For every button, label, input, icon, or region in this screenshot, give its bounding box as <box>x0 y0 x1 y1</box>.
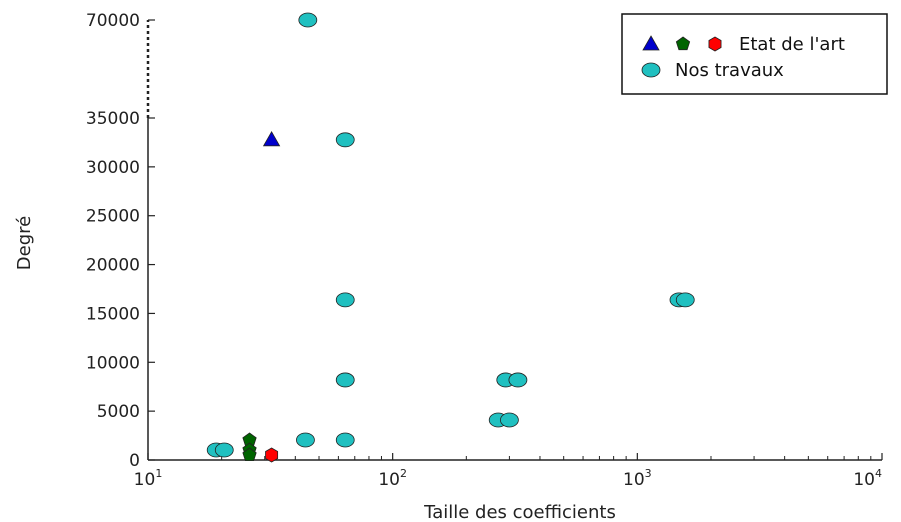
x-tick-label: 102 <box>378 467 407 490</box>
data-point-circle <box>335 432 355 448</box>
data-points <box>206 12 695 463</box>
legend-marker-pentagon <box>675 36 691 51</box>
data-point-triangle <box>262 131 281 147</box>
y-tick-label: 30000 <box>86 158 140 178</box>
y-tick-label: 0 <box>129 451 140 471</box>
legend-box <box>621 13 888 95</box>
y-tick-label: 70000 <box>86 11 140 31</box>
y-tick-label: 15000 <box>86 304 140 324</box>
x-tick-label: 103 <box>623 467 652 490</box>
x-axis-title: Taille des coefficients <box>423 502 616 522</box>
data-point-circle <box>335 292 355 308</box>
data-point-hexagon <box>265 447 279 463</box>
y-tick-label: 35000 <box>86 109 140 129</box>
data-point-circle <box>508 372 528 388</box>
data-point-circle <box>298 12 318 28</box>
y-tick-label: 25000 <box>86 207 140 227</box>
ticks: 0 5000 10000 15000 20000 25000 30000 35000 70000… <box>86 11 883 490</box>
data-point-circle <box>296 432 315 448</box>
data-point-pentagon <box>242 447 257 462</box>
legend-label: Etat de l'art <box>739 34 845 55</box>
data-point-circle <box>500 412 519 428</box>
legend: Etat de l'art Nos travaux <box>621 13 888 95</box>
y-axis-title: Degré <box>14 216 35 270</box>
legend-marker-hexagon <box>708 36 722 52</box>
x-tick-label: 104 <box>853 467 882 490</box>
data-point-circle <box>214 442 234 458</box>
y-tick-label: 20000 <box>86 256 140 276</box>
legend-marker-triangle <box>642 35 660 51</box>
legend-marker-circle <box>641 62 661 78</box>
data-point-circle <box>675 292 695 308</box>
data-point-circle <box>335 132 355 148</box>
x-tick-label: 101 <box>134 467 163 490</box>
data-point-circle <box>335 372 355 388</box>
y-tick-label: 5000 <box>97 402 140 422</box>
y-tick-label: 10000 <box>86 353 140 373</box>
legend-label: Nos travaux <box>675 60 784 81</box>
